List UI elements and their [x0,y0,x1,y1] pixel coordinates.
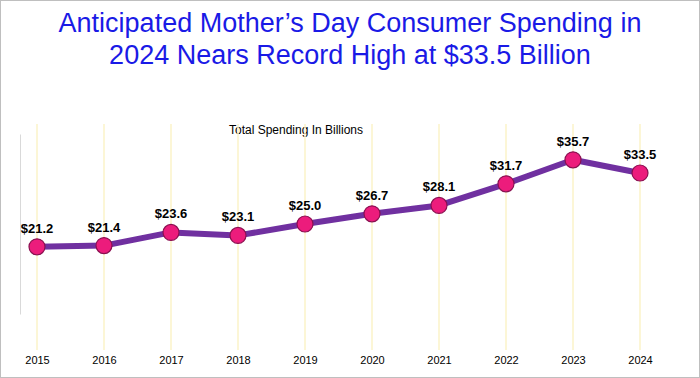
frame [1,1,700,378]
marker [96,238,112,254]
x-tick: 2021 [427,350,451,366]
data-labels: $21.2 $21.4 $23.6 $23.1 $25.0 $26.7 $28.1 $31.7… [21,134,657,236]
guide-line [438,124,440,350]
data-label: $21.4 [88,220,121,235]
title: Anticipated Mother’s Day Consumer Spendi… [59,8,642,70]
marker [565,152,581,168]
marker [230,227,246,243]
x-tick: 2023 [561,350,585,366]
x-tick: 2022 [494,350,518,366]
x-tick-label: 2020 [360,354,384,366]
marker [364,206,380,222]
x-tick-label: 2022 [494,354,518,366]
marker [29,239,45,255]
x-tick: 2017 [159,350,183,366]
data-label: $31.7 [490,158,523,173]
data-label: $26.7 [356,188,389,203]
guide-line [36,124,38,350]
guide-line [103,124,105,350]
series-line [37,160,640,247]
marker [431,197,447,213]
x-tick-label: 2019 [293,354,317,366]
x-tick: 2024 [628,350,652,366]
x-tick-label: 2023 [561,354,585,366]
x-tick: 2018 [226,350,250,366]
x-tick: 2019 [293,350,317,366]
x-tick-label: 2024 [628,354,652,366]
x-tick-label: 2015 [25,354,49,366]
x-axis: 2015 2016 2017 2018 2019 2020 2021 2022 2023 2024 [25,350,652,366]
guide-line [371,124,373,350]
marks [29,152,648,255]
x-tick: 2020 [360,350,384,366]
data-label: $23.6 [155,206,188,221]
guide-line [304,124,306,350]
x-tick: 2015 [25,350,49,366]
marker [498,176,514,192]
x-tick-label: 2017 [159,354,183,366]
x-tick-label: 2018 [226,354,250,366]
marker [297,216,313,232]
x-tick: 2016 [92,350,116,366]
subtitle: Total Spending In Billions [229,123,363,137]
data-label: $35.7 [557,134,590,149]
data-label: $33.5 [624,147,657,162]
chart: Anticipated Mother’s Day Consumer Spendi… [0,0,700,378]
marker [632,165,648,181]
data-label: $21.2 [21,221,54,236]
marker [163,224,179,240]
data-label: $25.0 [289,198,322,213]
guides [37,124,640,350]
data-label: $23.1 [222,209,255,224]
data-label: $28.1 [423,179,456,194]
x-tick-label: 2016 [92,354,116,366]
x-tick-label: 2021 [427,354,451,366]
